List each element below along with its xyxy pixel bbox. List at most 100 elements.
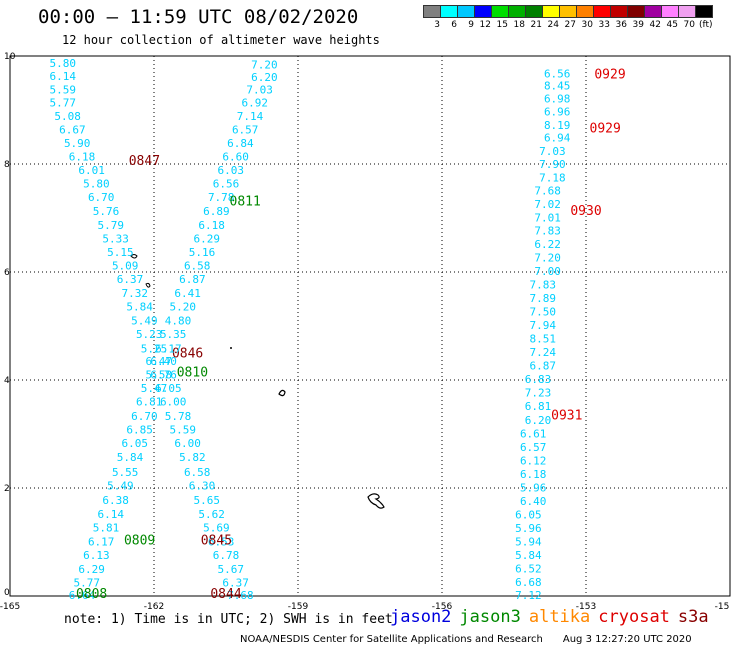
data-point-label: 5.59 [170, 424, 197, 437]
data-point-label: 5.58 [146, 369, 173, 382]
data-point-label: 6.56 [544, 67, 571, 80]
data-point-label: 6.14 [50, 70, 77, 83]
data-point-label: 6.64 [69, 589, 96, 602]
data-point-label: 6.92 [242, 96, 269, 109]
scale-tick: 42 [649, 20, 661, 30]
credit-text: NOAA/NESDIS Center for Satellite Applica… [240, 634, 543, 645]
data-point-label: 7.01 [534, 211, 561, 224]
page-subtitle: 12 hour collection of altimeter wave hei… [62, 33, 380, 47]
data-point-label: 6.05 [155, 382, 182, 395]
data-point-label: 8.45 [544, 80, 571, 93]
scale-swatch [542, 5, 560, 18]
data-point-label: 5.49 [131, 315, 158, 328]
data-point-label: 7.89 [530, 292, 557, 305]
time-label: 0845 [201, 533, 232, 548]
scale-swatch [678, 5, 696, 18]
data-point-label: 6.17 [155, 343, 182, 356]
data-point-label: 5.49 [107, 479, 134, 492]
data-point-label: 6.41 [174, 287, 201, 300]
data-point-label: 6.85 [126, 424, 153, 437]
data-point-label: 6.58 [184, 260, 211, 273]
data-point-label: 5.09 [112, 260, 139, 273]
data-point-label: 5.62 [198, 508, 225, 521]
data-point-label: 7.83 [530, 278, 557, 291]
scale-swatch [508, 5, 526, 18]
plot-frame [9, 55, 731, 597]
time-label: 0846 [172, 346, 203, 361]
scale-tick: 21 [530, 20, 542, 30]
data-point-label: 5.94 [515, 535, 542, 548]
data-point-label: 7.14 [237, 110, 264, 123]
data-point-label: 7.83 [534, 224, 561, 237]
data-point-label: 6.00 [160, 396, 187, 409]
data-point-label: 8.51 [530, 332, 557, 345]
data-point-label: 5.84 [126, 301, 153, 314]
data-point-label: 6.87 [530, 359, 557, 372]
data-point-label: 5.20 [170, 301, 197, 314]
data-point-label: 6.29 [194, 233, 221, 246]
data-point-label: 5.84 [117, 451, 144, 464]
data-point-label: 6.96 [544, 106, 571, 119]
color-scale-ticks: 3 6 9 12 15 18 21 24 27 30 33 36 39 42 45 70 (ft) [423, 20, 712, 30]
data-point-label: 6.53 [208, 535, 235, 548]
data-point-label: 6.68 [515, 576, 542, 589]
page-title: 00:00 – 11:59 UTC 08/02/2020 [38, 6, 359, 28]
scale-swatch [644, 5, 662, 18]
time-label: 0929 [590, 121, 621, 136]
data-point-label: 7.03 [539, 145, 566, 158]
time-label: 0929 [594, 67, 625, 82]
scale-tick: 18 [513, 20, 525, 30]
y-tick-label: 2 [4, 484, 10, 494]
time-label: 0810 [177, 365, 208, 380]
data-point-label: 6.84 [227, 137, 254, 150]
x-tick-label: -162 [144, 602, 164, 612]
scale-tick: 36 [615, 20, 627, 30]
color-scale: 3 6 9 12 15 18 21 24 27 30 33 36 39 42 45 70 (ft) [423, 5, 713, 30]
data-point-label: 6.78 [213, 549, 240, 562]
data-point-label: 7.78 [208, 191, 235, 204]
data-point-label: 7.23 [525, 386, 552, 399]
data-point-label: 5.78 [165, 410, 192, 423]
data-point-label: 6.87 [179, 273, 206, 286]
data-point-label: 7.68 [227, 589, 254, 602]
data-point-label: 6.29 [78, 563, 105, 576]
island-outline [367, 493, 385, 509]
data-point-label: 6.76 [150, 369, 177, 382]
scale-tick: 33 [598, 20, 610, 30]
data-point-label: 7.02 [534, 198, 561, 211]
data-point-label: 6.00 [174, 437, 201, 450]
data-point-label: 6.03 [218, 164, 245, 177]
data-point-label: 5.80 [50, 57, 77, 70]
scale-tick: 9 [468, 20, 474, 30]
scale-tick: 24 [547, 20, 559, 30]
legend-entry-s3a: s3a [677, 607, 709, 627]
data-point-label: 6.70 [131, 410, 158, 423]
scale-swatch [627, 5, 645, 18]
data-point-label: 6.05 [122, 437, 149, 450]
data-point-label: 5.08 [54, 110, 81, 123]
data-point-label: 6.81 [525, 400, 552, 413]
scale-swatch [695, 5, 713, 18]
data-point-label: 6.01 [78, 164, 105, 177]
time-label: 0847 [129, 154, 160, 169]
time-label: 0808 [76, 587, 107, 602]
data-point-label: 5.47 [141, 382, 168, 395]
data-point-label: 5.76 [93, 205, 120, 218]
data-point-label: 5.96 [515, 522, 542, 535]
data-point-label: 7.12 [515, 589, 542, 602]
color-swatches [423, 5, 713, 18]
data-point-label: 6.94 [544, 132, 571, 145]
data-point-label: 6.37 [117, 273, 144, 286]
data-point-label: 5.55 [112, 466, 139, 479]
data-point-label: 6.20 [251, 71, 278, 84]
satellite-legend: jason2 jason3 altika cryosat s3a [390, 607, 717, 627]
island-outline [145, 282, 151, 288]
data-point-label: 6.22 [534, 238, 561, 251]
data-point-label: 5.81 [93, 521, 120, 534]
data-point-label: 7.24 [530, 346, 557, 359]
scale-swatch [593, 5, 611, 18]
time-label: 0931 [551, 409, 582, 424]
data-point-label: 6.30 [189, 479, 216, 492]
x-tick-label: -153 [576, 602, 596, 612]
data-point-label: 5.16 [189, 246, 216, 259]
